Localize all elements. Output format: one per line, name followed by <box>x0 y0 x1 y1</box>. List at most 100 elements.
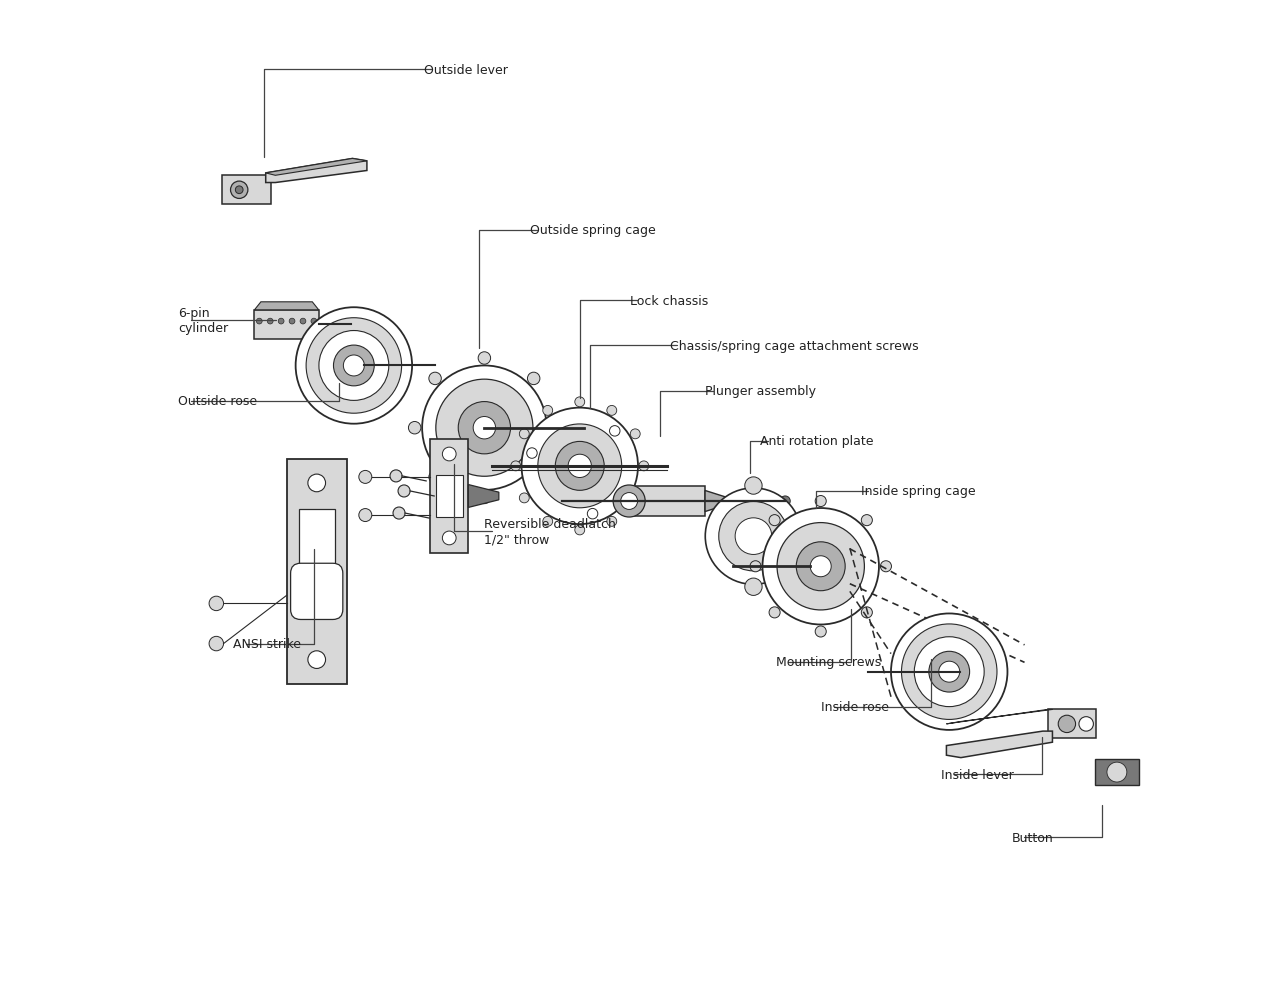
Circle shape <box>705 488 801 585</box>
Polygon shape <box>255 303 319 311</box>
Circle shape <box>443 532 456 546</box>
Circle shape <box>745 579 762 596</box>
Circle shape <box>230 182 248 200</box>
Circle shape <box>630 429 640 439</box>
Circle shape <box>1079 717 1093 731</box>
Text: Reversible deadlatch
1/2" throw: Reversible deadlatch 1/2" throw <box>484 518 616 546</box>
Circle shape <box>527 471 540 483</box>
Circle shape <box>745 477 762 494</box>
Polygon shape <box>1094 759 1139 785</box>
Circle shape <box>543 517 553 527</box>
Text: Plunger assembly: Plunger assembly <box>705 385 817 397</box>
Polygon shape <box>946 731 1052 758</box>
Circle shape <box>575 526 585 536</box>
Circle shape <box>719 502 788 572</box>
Circle shape <box>769 607 780 618</box>
Circle shape <box>429 373 442 385</box>
Circle shape <box>458 402 511 454</box>
Polygon shape <box>266 159 367 177</box>
Bar <box>287 459 347 684</box>
Circle shape <box>268 319 273 325</box>
Text: Anti rotation plate: Anti rotation plate <box>760 435 874 447</box>
Circle shape <box>474 417 495 439</box>
Polygon shape <box>705 490 731 512</box>
Circle shape <box>308 474 325 492</box>
Text: Inside rose: Inside rose <box>820 701 888 713</box>
Circle shape <box>621 493 637 510</box>
Bar <box>430 439 468 554</box>
Circle shape <box>256 319 262 325</box>
Circle shape <box>408 422 421 434</box>
Circle shape <box>543 406 553 416</box>
Circle shape <box>390 470 402 482</box>
Polygon shape <box>255 311 319 339</box>
Text: Button: Button <box>1011 831 1053 844</box>
Text: Chassis/spring cage attachment screws: Chassis/spring cage attachment screws <box>671 340 919 352</box>
Circle shape <box>296 308 412 424</box>
Circle shape <box>393 508 404 520</box>
Circle shape <box>435 380 532 476</box>
Bar <box>436 475 462 518</box>
Circle shape <box>300 319 306 325</box>
Polygon shape <box>468 485 499 508</box>
Circle shape <box>308 651 325 669</box>
FancyBboxPatch shape <box>291 564 343 620</box>
Circle shape <box>343 356 365 376</box>
Circle shape <box>588 509 598 520</box>
Circle shape <box>1107 762 1126 782</box>
Circle shape <box>769 516 780 527</box>
Text: ANSI strike: ANSI strike <box>233 638 301 650</box>
Text: Mounting screws: Mounting screws <box>776 656 881 668</box>
Circle shape <box>938 662 960 682</box>
Text: Outside rose: Outside rose <box>178 395 257 407</box>
Circle shape <box>527 373 540 385</box>
Bar <box>298 510 335 566</box>
Circle shape <box>613 485 645 518</box>
Circle shape <box>639 461 649 471</box>
Circle shape <box>511 461 521 471</box>
Circle shape <box>763 509 879 625</box>
Text: Inside lever: Inside lever <box>941 768 1014 780</box>
Circle shape <box>901 624 997 720</box>
Circle shape <box>334 346 374 386</box>
Circle shape <box>861 607 873 618</box>
Circle shape <box>443 447 456 461</box>
Circle shape <box>796 543 845 591</box>
Circle shape <box>630 493 640 504</box>
Circle shape <box>358 471 371 483</box>
Circle shape <box>520 493 529 504</box>
Circle shape <box>929 652 970 692</box>
Circle shape <box>521 408 637 525</box>
Circle shape <box>810 557 831 577</box>
Circle shape <box>1059 715 1075 733</box>
Circle shape <box>526 448 538 458</box>
Polygon shape <box>266 159 367 184</box>
Circle shape <box>861 516 873 527</box>
Circle shape <box>358 510 371 522</box>
Circle shape <box>777 524 864 610</box>
Circle shape <box>735 519 772 555</box>
Circle shape <box>236 187 243 195</box>
Circle shape <box>780 496 790 507</box>
Circle shape <box>891 614 1007 730</box>
Circle shape <box>538 424 622 509</box>
Polygon shape <box>630 486 705 517</box>
Circle shape <box>607 406 617 416</box>
Circle shape <box>422 366 547 490</box>
Circle shape <box>319 331 389 401</box>
Circle shape <box>278 319 284 325</box>
Circle shape <box>556 442 604 490</box>
Circle shape <box>479 491 490 505</box>
Circle shape <box>548 422 561 434</box>
Circle shape <box>520 429 529 439</box>
Polygon shape <box>946 710 1052 724</box>
Circle shape <box>881 561 891 573</box>
Circle shape <box>209 637 224 651</box>
Circle shape <box>815 626 827 637</box>
Polygon shape <box>223 177 270 205</box>
Text: Outside spring cage: Outside spring cage <box>530 225 655 237</box>
Text: Lock chassis: Lock chassis <box>630 295 708 307</box>
Circle shape <box>607 517 617 527</box>
Polygon shape <box>1047 710 1096 738</box>
Circle shape <box>575 397 585 407</box>
